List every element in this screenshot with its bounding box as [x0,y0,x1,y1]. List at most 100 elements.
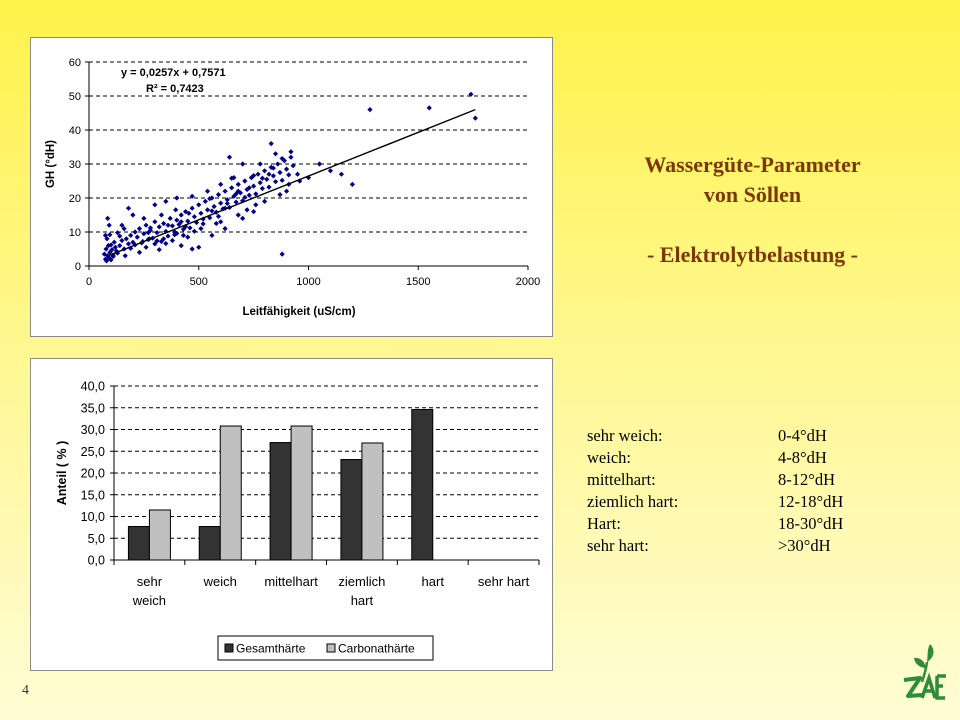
y-tick-label: 40,0 [81,380,105,394]
hardness-class-name: ziemlich hart: [587,492,679,511]
data-point [266,184,272,190]
data-point [185,234,191,240]
data-point [286,172,292,178]
scatter-chart: 0 10 20 30 40 50 60 0 500 1000 1500 2000 y = 0,0257x… [45,57,540,318]
hardness-class-row: weich: 4-8°dH [587,447,843,469]
data-point [240,161,246,167]
data-point [468,91,474,97]
bar [127,526,150,561]
data-point [132,229,138,235]
data-point [173,207,179,213]
category-label: hart [351,593,374,608]
data-point [233,199,239,205]
data-point [251,209,257,215]
data-point [297,178,303,184]
title-line-2: von Söllen [703,182,802,207]
hardness-class-row: mittelhart: 8-12°dH [587,469,843,491]
y-tick-label: 20,0 [81,467,105,481]
data-point [229,175,235,181]
y-tick-label: 40 [69,125,81,137]
data-point [196,244,202,250]
slide-title: Wassergüte-Parameter von Söllen - Elektr… [570,150,935,270]
data-point [189,193,195,199]
y-tick-label: 5,0 [88,532,105,546]
data-point [290,163,296,169]
hardness-class-name: sehr weich: [587,426,663,445]
data-point [288,149,294,155]
data-point [233,191,239,197]
data-point [111,239,117,245]
data-point [113,248,120,254]
data-point [226,154,233,160]
data-point [262,198,268,204]
data-point [105,215,111,221]
data-point [367,107,373,113]
data-point [257,161,263,167]
data-point [218,219,224,225]
data-point [251,172,257,179]
data-point [222,188,228,194]
data-point [169,223,176,229]
data-point [198,210,204,216]
data-point [272,151,279,157]
hardness-class-range: 18-30°dH [778,514,844,533]
bar-chart: 0,0 5,0 10,0 15,0 20,0 25,0 30,0 35,0 40,0 sehr we… [55,380,540,661]
data-point [152,241,158,247]
data-point [224,200,230,207]
bar [269,442,292,561]
data-point [255,171,261,177]
data-point [147,225,154,231]
y-tick-label: 20 [69,193,81,205]
data-point [122,253,128,259]
bar [361,442,384,561]
data-point [259,185,266,192]
bar [148,509,171,561]
data-point [136,226,143,232]
title-line-1: Wassergüte-Parameter [644,152,861,177]
hardness-class-range: 0-4°dH [778,426,827,445]
data-point [103,246,109,252]
data-point [235,212,241,218]
data-point [109,247,115,253]
x-tick-label: 0 [86,276,92,288]
y-tick-label: 60 [69,57,81,69]
x-tick-label: 2000 [516,276,540,288]
bar [290,425,313,561]
data-point [242,194,248,200]
bar [198,526,221,561]
data-point [211,203,217,210]
data-point [202,198,208,204]
legend: Gesamthärte Carbonathärte [217,635,434,661]
data-point [253,202,259,208]
hardness-class-name: mittelhart: [587,470,656,489]
hardness-class-range: 12-18°dH [778,492,844,511]
data-point [158,212,165,218]
data-point [174,230,180,236]
category-label: mittelhart [264,574,318,589]
y-axis-label: GH (°dH) [45,140,57,188]
data-point [268,141,274,147]
legend-label: Gesamthärte [236,642,306,656]
data-point [222,226,228,232]
data-point [141,231,147,237]
data-point [270,165,276,171]
data-point [161,236,167,242]
data-point [152,202,158,208]
data-point [117,233,123,239]
x-tick-label: 500 [190,276,208,288]
data-point [125,241,132,247]
data-point [283,188,290,194]
data-point [218,181,224,187]
hardness-class-row: ziemlich hart: 12-18°dH [587,491,843,513]
data-point [125,205,132,211]
data-point [472,115,478,121]
data-point [294,171,301,177]
data-point [279,251,285,257]
data-point [174,217,180,223]
y-tick-label: 10 [69,227,81,239]
data-point [277,169,283,176]
data-point [279,177,285,183]
data-point [119,222,125,228]
data-point [207,196,213,202]
data-point [253,191,259,197]
